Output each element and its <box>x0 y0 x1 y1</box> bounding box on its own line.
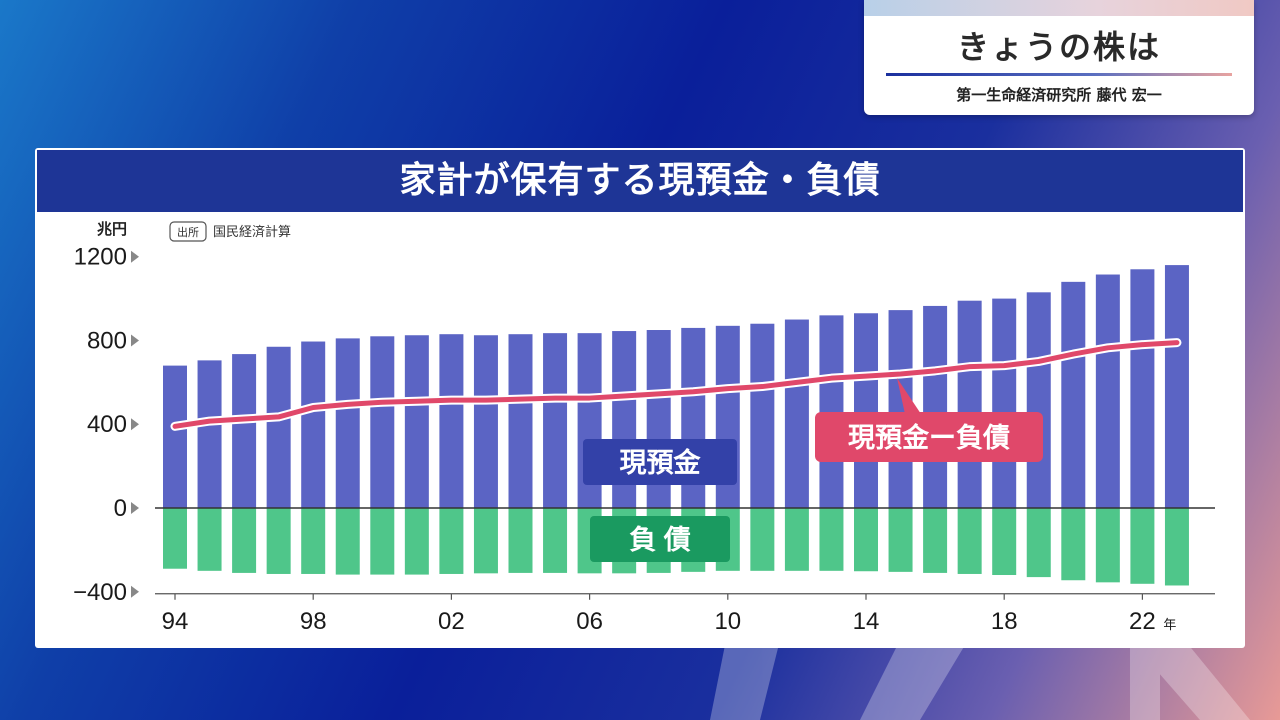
x-tick-14: 14 <box>853 608 880 635</box>
y-tick-marker-0 <box>131 502 139 514</box>
bar-liabilities-2020 <box>1061 508 1086 581</box>
bar-liabilities-2012 <box>784 508 809 571</box>
bar-deposits-1996 <box>232 354 257 508</box>
bar-liabilities-2005 <box>543 508 568 573</box>
bar-liabilities-2016 <box>923 508 948 573</box>
x-tick-10: 10 <box>714 608 741 635</box>
bar-deposits-2020 <box>1061 281 1086 508</box>
y-tick-marker--400 <box>131 585 139 598</box>
bar-liabilities-1997 <box>266 508 291 574</box>
bar-deposits-2012 <box>784 319 809 508</box>
net-line <box>172 340 1180 429</box>
bar-liabilities-1998 <box>301 508 326 574</box>
label-deposits: 現預金 <box>620 447 702 478</box>
badge-divider <box>886 73 1232 76</box>
badge-commentator: 第一生命経済研究所 藤代 宏一 <box>956 86 1162 104</box>
badge-title: きょうの株は <box>956 28 1161 66</box>
chart-title: 家計が保有する現預金・負債 <box>35 148 1245 214</box>
bar-liabilities-2003 <box>473 508 498 574</box>
x-tick-suffix: 年 <box>1163 617 1176 632</box>
label-liabilities: 負 債 <box>629 525 691 555</box>
x-tick-06: 06 <box>576 608 603 635</box>
bar-deposits-2002 <box>439 334 464 508</box>
y-tick-1200: 1200 <box>74 244 127 271</box>
y-tick-800: 800 <box>87 327 127 354</box>
y-unit-label: 兆円 <box>97 221 127 238</box>
bar-deposits-2013 <box>819 315 844 508</box>
source-name: 国民経済計算 <box>213 224 291 239</box>
bar-liabilities-2021 <box>1095 508 1120 583</box>
bar-liabilities-2022 <box>1130 508 1155 584</box>
bar-liabilities-2017 <box>957 508 982 574</box>
bar-deposits-2000 <box>370 336 395 508</box>
x-tick-94: 94 <box>162 608 189 635</box>
bar-liabilities-2002 <box>439 508 464 574</box>
label-net: 現預金ー負債 <box>848 422 1010 453</box>
bar-deposits-2022 <box>1130 269 1155 508</box>
bar-deposits-2023 <box>1164 265 1189 508</box>
bar-liabilities-2011 <box>750 508 775 571</box>
bar-deposits-2005 <box>543 333 568 508</box>
label-net-pointer <box>897 378 921 414</box>
bar-liabilities-1996 <box>232 508 257 573</box>
y-tick-400: 400 <box>87 411 127 438</box>
bar-liabilities-1999 <box>335 508 360 575</box>
y-tick-marker-400 <box>131 418 139 431</box>
y-tick--400: −400 <box>73 579 127 606</box>
x-tick-22: 22 <box>1129 608 1156 635</box>
bar-liabilities-2001 <box>404 508 429 575</box>
bar-liabilities-2023 <box>1164 508 1189 586</box>
bar-deposits-2019 <box>1026 292 1051 508</box>
chart-canvas: 兆円 出所 国民経済計算 1200 800 400 0 −400 94 98 02 06 10 14 18 2… <box>73 221 1215 635</box>
source-tag: 出所 <box>177 225 199 239</box>
bar-deposits-2021 <box>1095 274 1120 508</box>
badge-top-strip <box>864 0 1254 16</box>
bar-deposits-2001 <box>404 335 429 508</box>
y-tick-marker-1200 <box>131 250 139 263</box>
bar-deposits-2011 <box>750 323 775 508</box>
y-tick-0: 0 <box>114 495 127 522</box>
bar-deposits-2017 <box>957 300 982 508</box>
bar-deposits-2018 <box>992 298 1017 508</box>
bar-liabilities-2004 <box>508 508 533 573</box>
bar-liabilities-2013 <box>819 508 844 571</box>
bar-liabilities-2000 <box>370 508 395 575</box>
bar-liabilities-1995 <box>197 508 222 571</box>
bar-deposits-1994 <box>163 365 187 508</box>
chart-panel: 家計が保有する現預金・負債 兆円 出所 国民経済計算 1200 800 400 0 −400 9… <box>35 148 1245 648</box>
bar-liabilities-2018 <box>992 508 1017 576</box>
bar-liabilities-2015 <box>888 508 913 572</box>
bar-deposits-1999 <box>335 338 360 508</box>
label-liabilities-box <box>590 516 730 562</box>
x-tick-98: 98 <box>300 608 327 635</box>
bar-deposits-2004 <box>508 334 533 508</box>
bar-deposits-1995 <box>197 360 222 508</box>
bar-liabilities-2019 <box>1026 508 1051 578</box>
bar-deposits-2014 <box>854 313 878 508</box>
bar-liabilities-1994 <box>163 508 187 569</box>
x-tick-18: 18 <box>991 608 1018 635</box>
program-badge: きょうの株は 第一生命経済研究所 藤代 宏一 <box>864 0 1254 115</box>
y-tick-marker-800 <box>131 334 139 347</box>
label-net-box <box>815 412 1043 462</box>
x-tick-02: 02 <box>438 608 465 635</box>
bar-deposits-1998 <box>301 341 326 508</box>
label-deposits-box <box>583 439 737 485</box>
bar-deposits-1997 <box>266 346 291 508</box>
source-tag-box <box>169 221 207 242</box>
bar-deposits-2003 <box>473 335 498 508</box>
bar-liabilities-2014 <box>854 508 878 572</box>
bar-deposits-2016 <box>923 305 948 508</box>
